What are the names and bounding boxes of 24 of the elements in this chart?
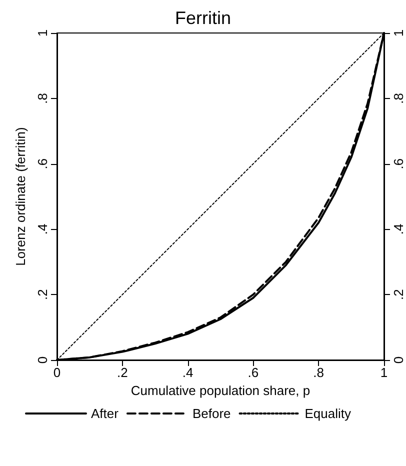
x-tick-label: 0 <box>53 365 61 380</box>
legend-label: Equality <box>304 406 352 421</box>
y-tick-label: .2 <box>35 289 50 300</box>
x-tick-label: .4 <box>182 365 194 380</box>
x-axis-title: Cumulative population share, p <box>130 382 310 398</box>
y2-tick-label: 1 <box>391 29 406 37</box>
y2-tick-label: 0 <box>391 356 406 364</box>
y-tick-label: 0 <box>35 356 50 364</box>
y-tick-label: .4 <box>35 224 50 235</box>
y2-tick-label: .2 <box>391 289 406 300</box>
chart-title: Ferritin <box>174 8 232 28</box>
y-tick-label: 1 <box>35 29 50 37</box>
y2-tick-label: .4 <box>391 224 406 235</box>
x-tick-label: .2 <box>116 365 128 380</box>
y2-tick-label: .6 <box>391 158 406 170</box>
x-tick-label: .8 <box>313 365 324 380</box>
y2-tick-label: .8 <box>391 92 406 104</box>
legend-label: After <box>91 406 120 421</box>
x-tick-label: .6 <box>248 365 259 380</box>
legend-label: Before <box>192 406 231 421</box>
x-tick-label: 1 <box>380 365 388 380</box>
y-tick-label: .8 <box>35 92 50 104</box>
y-tick-label: .6 <box>35 158 50 170</box>
y-axis-title: Lorenz ordinate (ferritin) <box>13 127 28 266</box>
